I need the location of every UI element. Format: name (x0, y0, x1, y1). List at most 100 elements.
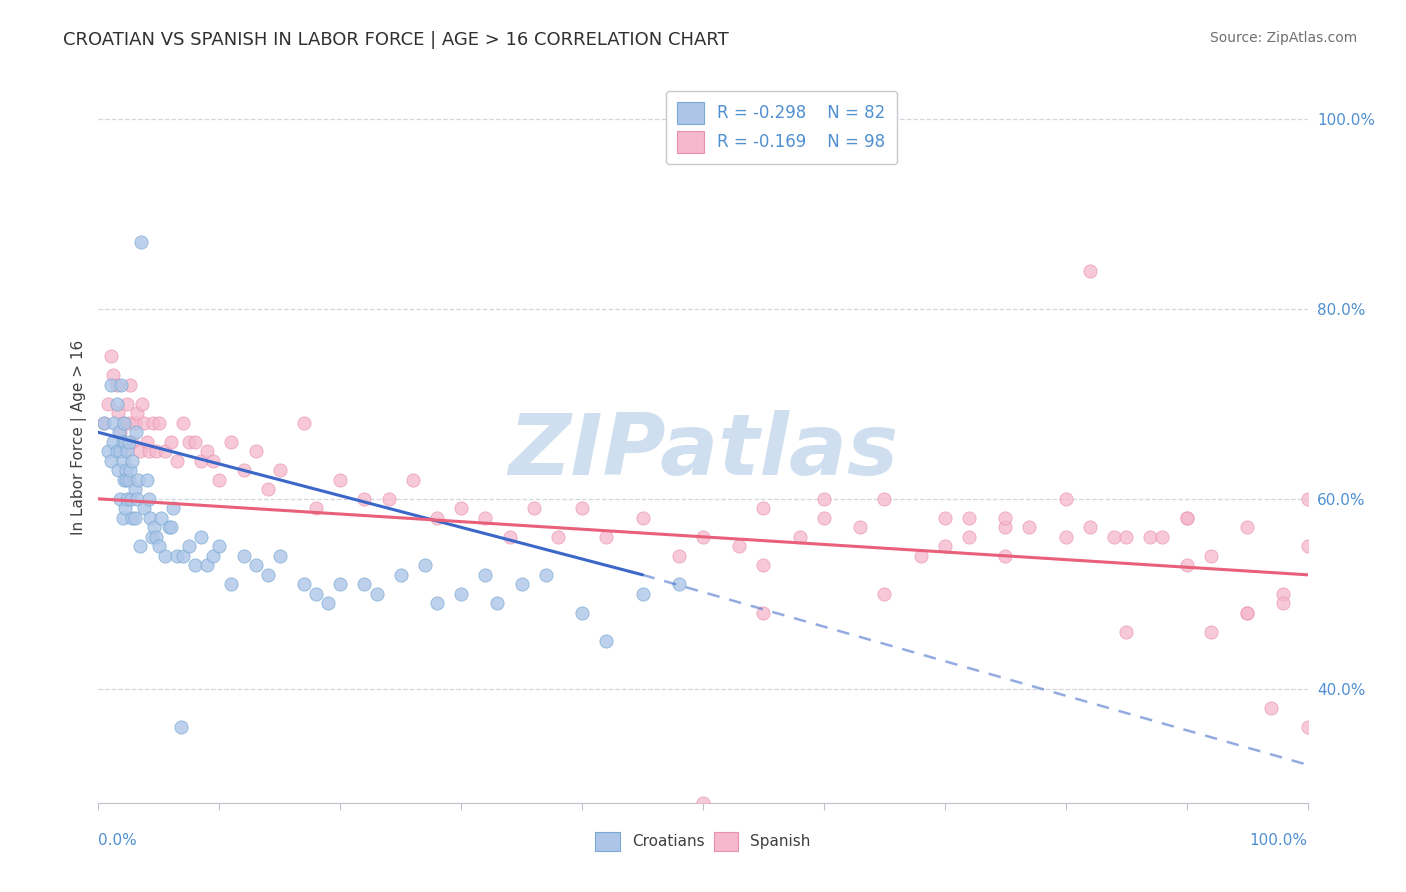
Point (115, 473, 138, 487)
Point (329, 473, 352, 487)
Point (139, 511, 162, 525)
Point (245, 558, 267, 573)
Point (134, 416, 156, 430)
Point (127, 473, 149, 487)
Point (1236, 606, 1258, 620)
Point (692, 796, 714, 810)
Text: 100.0%: 100.0% (1250, 833, 1308, 848)
Point (135, 434, 157, 449)
Point (150, 511, 173, 525)
Point (134, 501, 156, 516)
Point (1054, 491, 1077, 506)
Point (145, 530, 167, 544)
Point (131, 397, 153, 411)
Point (668, 549, 690, 563)
Point (179, 539, 201, 553)
Point (1115, 530, 1137, 544)
Point (143, 520, 166, 534)
Point (292, 577, 315, 591)
Point (124, 483, 146, 497)
Point (184, 558, 207, 573)
Point (595, 530, 617, 544)
Point (1078, 520, 1101, 534)
Point (162, 501, 184, 516)
Point (1260, 701, 1282, 715)
Point (124, 416, 146, 430)
Point (111, 454, 134, 468)
Point (114, 434, 136, 449)
Point (190, 454, 212, 468)
Point (121, 434, 143, 449)
Point (329, 577, 352, 591)
Point (1296, 720, 1319, 734)
Point (316, 596, 339, 610)
Point (115, 463, 138, 477)
Point (934, 511, 956, 525)
Point (221, 577, 243, 591)
Point (129, 235, 152, 250)
Point (994, 511, 1017, 525)
Point (138, 491, 160, 506)
Point (202, 454, 225, 468)
Point (101, 434, 124, 449)
Point (789, 530, 811, 544)
Point (118, 434, 141, 449)
Point (128, 539, 150, 553)
Point (118, 416, 141, 430)
Point (269, 463, 291, 477)
Point (256, 567, 278, 582)
Point (157, 520, 180, 534)
Point (305, 587, 328, 601)
Point (101, 368, 124, 383)
Point (571, 606, 593, 620)
Point (105, 377, 128, 392)
Point (873, 491, 896, 506)
Y-axis label: In Labor Force | Age > 16: In Labor Force | Age > 16 (72, 340, 87, 534)
Point (118, 377, 141, 392)
Point (450, 587, 472, 601)
Point (138, 444, 160, 458)
Point (112, 416, 135, 430)
Point (1236, 606, 1258, 620)
Point (631, 511, 654, 525)
Point (232, 463, 254, 477)
Point (107, 463, 129, 477)
Text: Source: ZipAtlas.com: Source: ZipAtlas.com (1209, 31, 1357, 45)
Point (108, 425, 131, 440)
Point (934, 539, 956, 553)
Point (202, 549, 225, 563)
Point (112, 473, 135, 487)
Point (1102, 530, 1125, 544)
Point (114, 501, 136, 516)
Text: ZIPatlas: ZIPatlas (508, 410, 898, 493)
Point (994, 549, 1017, 563)
Point (100, 454, 122, 468)
Point (450, 501, 472, 516)
Point (124, 511, 146, 525)
Point (402, 473, 425, 487)
Point (752, 501, 775, 516)
Point (305, 501, 328, 516)
Point (1199, 549, 1222, 563)
Point (120, 491, 142, 506)
Point (117, 491, 139, 506)
Point (910, 549, 932, 563)
Point (128, 444, 150, 458)
Point (1175, 511, 1198, 525)
Point (97, 444, 120, 458)
Point (105, 444, 128, 458)
Point (728, 539, 751, 553)
Point (377, 491, 399, 506)
Point (631, 587, 654, 601)
Point (166, 454, 188, 468)
Point (426, 596, 449, 610)
Point (571, 501, 593, 516)
Point (1115, 624, 1137, 639)
Point (1296, 539, 1319, 553)
Point (849, 520, 872, 534)
Point (148, 416, 170, 430)
Point (111, 511, 134, 525)
Point (111, 416, 134, 430)
Point (141, 530, 163, 544)
Point (153, 549, 176, 563)
